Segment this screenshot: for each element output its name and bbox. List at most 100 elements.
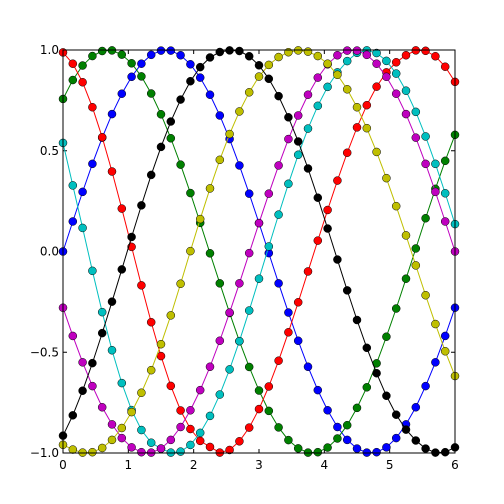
data-point: [293, 336, 303, 346]
data-point: [284, 328, 293, 337]
data-point: [421, 381, 430, 391]
data-point: [313, 193, 323, 202]
data-point: [264, 189, 274, 198]
data-point: [205, 362, 215, 372]
data-point: [176, 50, 185, 60]
data-point: [411, 261, 421, 270]
data-point: [117, 423, 127, 433]
data-point: [303, 164, 313, 173]
data-point: [156, 142, 166, 152]
data-point: [274, 356, 283, 365]
data-point: [342, 148, 352, 158]
data-point: [107, 109, 117, 119]
data-point: [97, 307, 107, 317]
data-point: [372, 59, 381, 68]
data-point: [244, 306, 254, 315]
data-point: [244, 248, 254, 258]
data-point: [88, 381, 97, 391]
data-point: [391, 304, 401, 313]
data-point: [382, 173, 391, 183]
data-point: [176, 447, 185, 456]
series-5: [58, 46, 460, 457]
data-point: [342, 85, 352, 94]
data-point: [313, 385, 323, 395]
x-tick-label: 2: [190, 458, 198, 472]
data-point: [372, 147, 381, 157]
series-3: [58, 46, 460, 457]
data-point: [186, 440, 195, 450]
data-point: [254, 274, 264, 283]
data-point: [88, 266, 97, 276]
x-tick-label: 6: [451, 458, 459, 472]
data-point: [333, 422, 342, 432]
data-point: [391, 69, 401, 78]
data-point: [97, 328, 107, 338]
data-point: [362, 123, 372, 133]
data-point: [254, 218, 264, 228]
data-point: [352, 403, 362, 413]
data-point: [117, 378, 127, 388]
data-point: [107, 297, 117, 306]
data-point: [235, 279, 244, 288]
data-point: [391, 410, 401, 419]
data-point: [156, 444, 166, 453]
data-point: [274, 91, 283, 101]
data-point: [284, 179, 293, 189]
data-point: [323, 59, 332, 68]
data-point: [411, 436, 421, 445]
data-point: [333, 434, 342, 443]
data-point: [88, 447, 97, 457]
data-point: [401, 274, 411, 283]
data-point: [352, 444, 362, 453]
data-point: [274, 210, 283, 219]
data-point: [205, 184, 215, 193]
data-point: [431, 187, 440, 197]
data-point: [68, 59, 78, 68]
y-tick-label: −0.5: [30, 345, 59, 359]
data-point: [342, 435, 352, 445]
series-layer: [58, 46, 460, 457]
data-point: [333, 255, 342, 264]
data-point: [264, 382, 274, 391]
y-tick-label: −1.0: [30, 446, 59, 460]
data-point: [264, 74, 274, 84]
y-tick-label: 1.0: [40, 43, 59, 57]
data-point: [195, 73, 205, 82]
data-point: [411, 403, 421, 412]
data-point: [215, 279, 225, 288]
data-point: [166, 134, 176, 143]
data-point: [352, 102, 362, 112]
data-point: [440, 447, 450, 457]
data-point: [421, 290, 430, 300]
data-point: [176, 95, 185, 104]
data-point: [372, 48, 381, 58]
data-point: [78, 187, 87, 197]
data-point: [440, 62, 450, 71]
x-tick-label: 3: [255, 458, 263, 472]
series-2: [58, 46, 460, 457]
data-point: [382, 391, 391, 401]
data-point: [372, 82, 381, 91]
data-point: [205, 53, 215, 62]
data-point: [401, 231, 411, 240]
data-point: [235, 336, 244, 346]
data-point: [391, 89, 401, 98]
data-point: [274, 161, 283, 170]
data-point: [382, 56, 391, 66]
data-point: [431, 159, 440, 169]
data-point: [235, 107, 244, 116]
data-point: [88, 159, 97, 169]
data-point: [186, 60, 195, 69]
data-point: [352, 315, 362, 325]
data-point: [127, 59, 136, 68]
data-point: [107, 435, 117, 445]
data-point: [303, 267, 313, 276]
y-tick-label: 0.0: [40, 245, 59, 259]
data-point: [323, 443, 332, 452]
data-point: [293, 298, 303, 307]
data-point: [117, 433, 127, 443]
data-point: [127, 443, 136, 452]
data-point: [68, 331, 78, 341]
data-point: [303, 362, 313, 372]
data-point: [78, 223, 87, 233]
